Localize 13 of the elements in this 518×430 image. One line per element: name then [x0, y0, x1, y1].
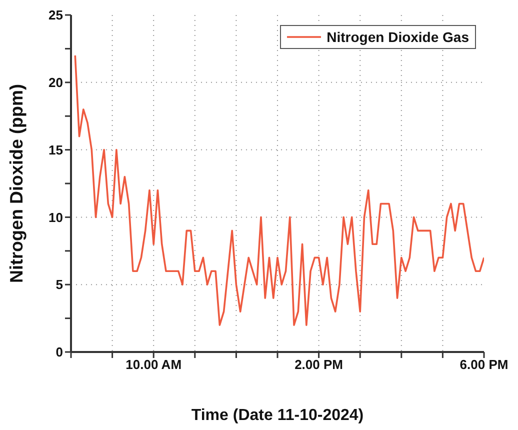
x-tick-label: 10.00 AM [126, 357, 182, 372]
x-tick-label: 2.00 PM [294, 357, 344, 372]
y-tick-label: 20 [48, 75, 63, 90]
y-tick-label: 25 [48, 8, 63, 23]
y-axis-title: Nitrogen Dioxide (ppm) [6, 84, 26, 283]
y-tick-label: 15 [48, 142, 63, 158]
x-tick-label: 6.00 PM [460, 357, 508, 372]
legend-label: Nitrogen Dioxide Gas [326, 28, 469, 47]
y-tick-label: 10 [48, 210, 63, 225]
line-series [74, 54, 484, 326]
x-axis-title: Time (Date 11-10-2024) [191, 407, 364, 424]
y-tick-label: 0 [56, 344, 63, 360]
y-tick-label: 5 [56, 277, 63, 292]
